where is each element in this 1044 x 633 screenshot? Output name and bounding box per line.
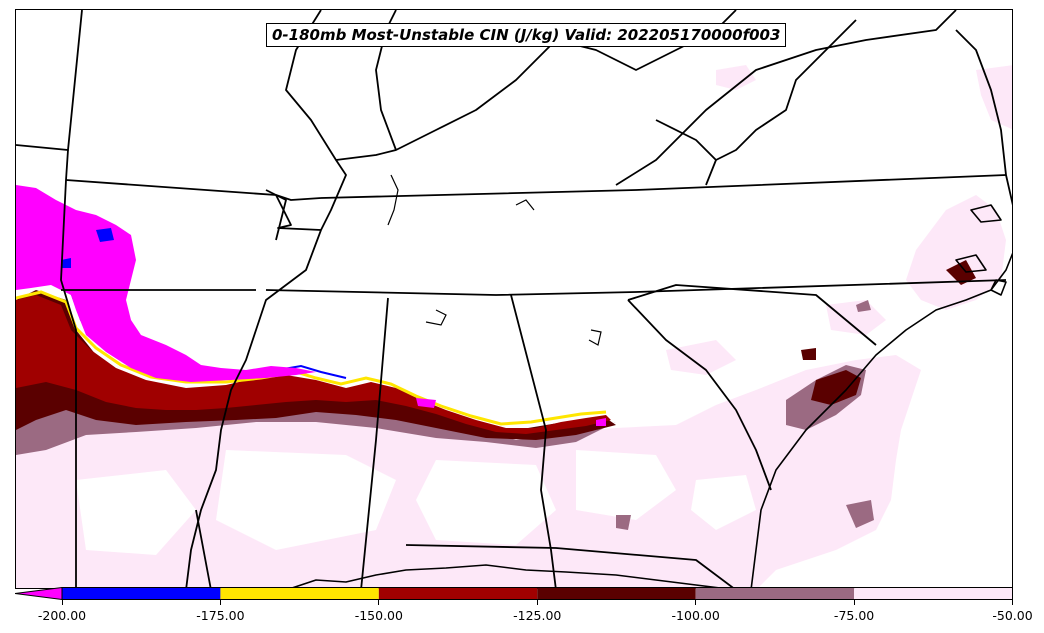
state-boundaries: [16, 10, 1012, 588]
colorbar-bin: [854, 587, 1013, 600]
colorbar-tick-label: -75.00: [833, 608, 875, 623]
colorbar-extend-triangle: [15, 587, 63, 600]
colorbar-tick-mark: [853, 600, 855, 605]
cin-fill-magenta: [16, 185, 606, 426]
water-bodies: [387, 174, 602, 346]
colorbar-tick-label: -50.00: [992, 608, 1033, 623]
colorbar-tick-mark: [61, 600, 63, 605]
cin-fill-gaps: [76, 450, 756, 555]
colorbar: [15, 587, 1013, 600]
colorbar-tick-mark: [219, 600, 221, 605]
colorbar-tick-mark: [378, 600, 380, 605]
colorbar-tick-label: -150.00: [354, 608, 403, 623]
cin-fill-yellow: [16, 290, 607, 426]
cin-fill-blue-spots: [61, 228, 114, 268]
colorbar-tick-mark: [695, 600, 697, 605]
colorbar-tick-mark: [536, 600, 538, 605]
map-panel: 0-180mb Most-Unstable CIN (J/kg) Valid: …: [15, 9, 1013, 589]
colorbar-tick-label: -175.00: [196, 608, 245, 623]
coastlines: [289, 204, 1012, 588]
colorbar-tick-label: -200.00: [37, 608, 87, 623]
colorbar-bin: [220, 587, 379, 600]
chart-title: 0-180mb Most-Unstable CIN (J/kg) Valid: …: [266, 23, 787, 47]
colorbar-bin: [378, 587, 538, 600]
colorbar-bin: [695, 587, 855, 600]
colorbar-tick-mark: [1012, 600, 1013, 605]
map-canvas: [16, 10, 1012, 588]
colorbar-tick-label: -125.00: [513, 608, 562, 623]
colorbar-tick-label: -100.00: [671, 608, 720, 623]
colorbar-bin: [537, 587, 696, 600]
colorbar-bin: [62, 587, 221, 600]
cin-fill-red: [16, 295, 611, 434]
